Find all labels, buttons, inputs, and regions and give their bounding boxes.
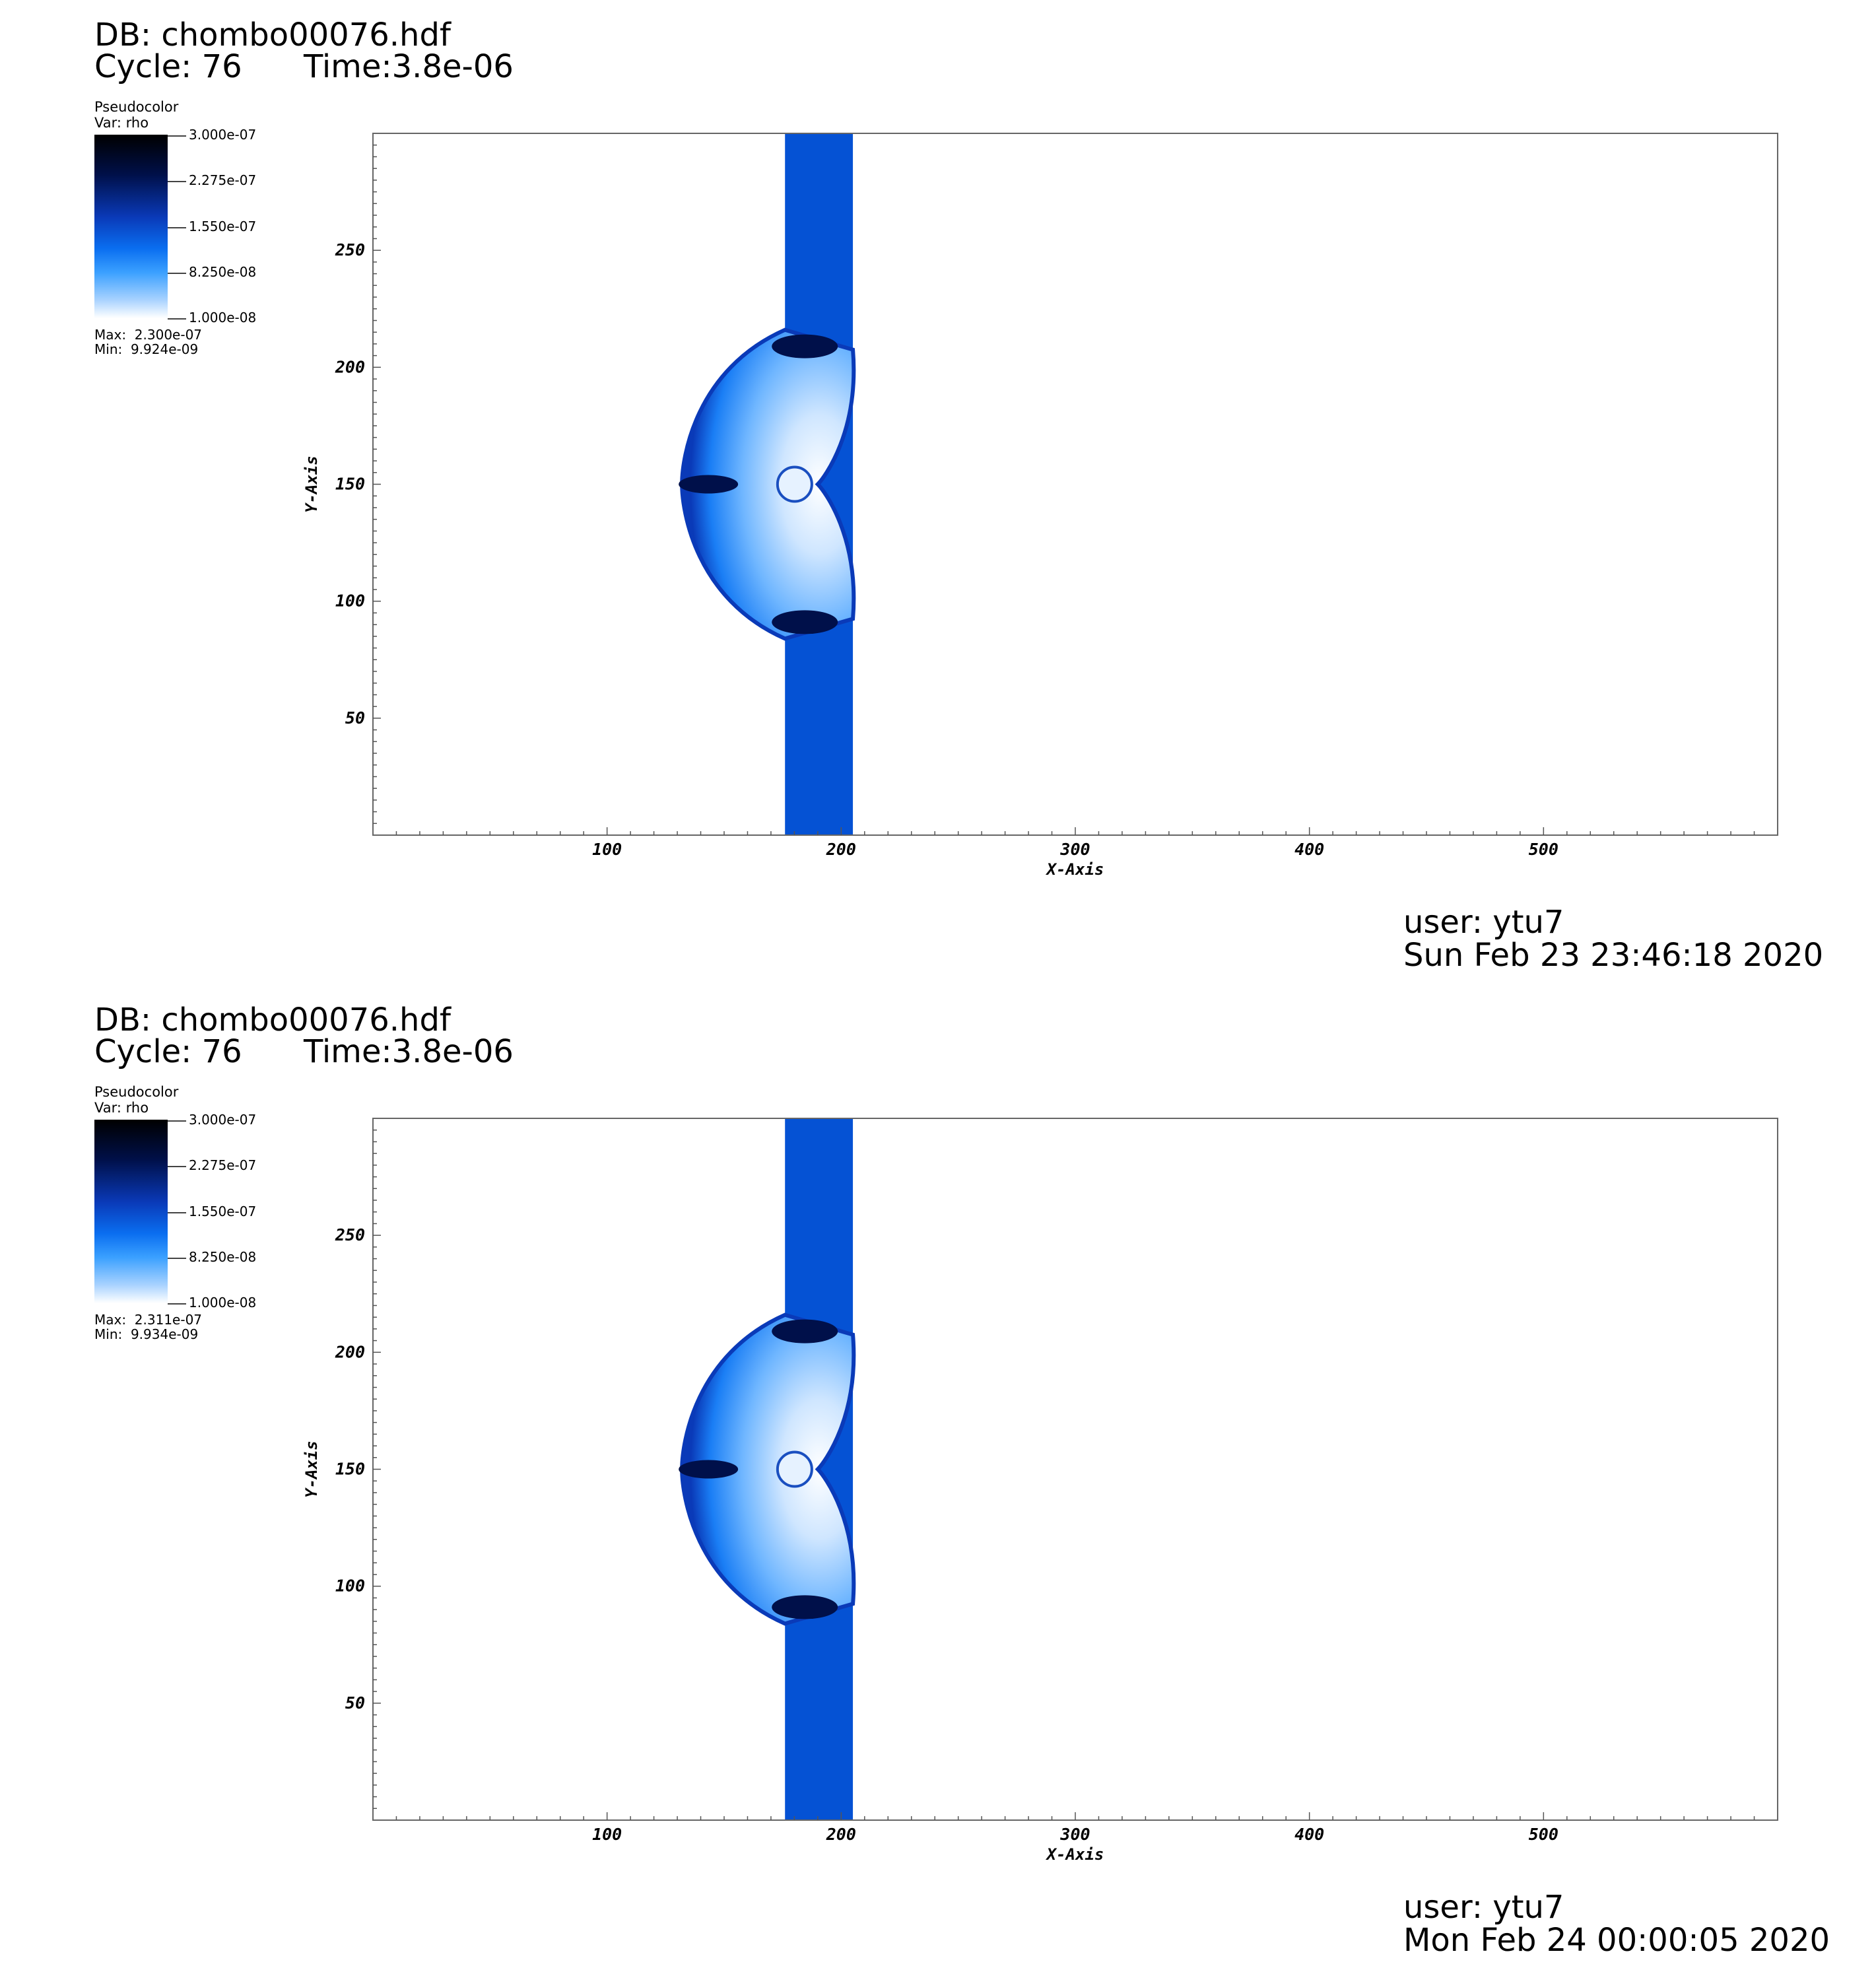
colorbar-tick: 8.250e-08	[168, 265, 256, 279]
dense-lobe	[772, 334, 838, 358]
colorbar-tick: 1.550e-07	[168, 1204, 256, 1219]
cycle-label: Cycle: 76	[94, 48, 242, 85]
legend-plot-type: Pseudocolor	[94, 99, 179, 115]
time-label: Time:3.8e-06	[304, 1033, 514, 1070]
plot-background	[373, 1118, 1778, 1820]
y-tick-label: 50	[345, 708, 365, 728]
colorbar-tick: 1.000e-08	[168, 1295, 256, 1310]
plot-area: 100 200 300 400 500 50 100 150 200 250 X-Axis Y-Axi…	[302, 1118, 1778, 1864]
legend-max: Max: 2.311e-07	[94, 1312, 203, 1328]
y-tick-label: 100	[335, 1577, 365, 1596]
colorbar-tick: 8.250e-08	[168, 1250, 256, 1264]
y-tick-label: 150	[335, 475, 365, 494]
vortex-core	[776, 1450, 813, 1488]
colorbar-tick: 2.275e-07	[168, 173, 256, 187]
x-tick-label: 300	[1059, 1825, 1090, 1844]
y-tick-label: 150	[335, 1460, 365, 1479]
x-tick-label: 100	[592, 1825, 622, 1844]
x-tick-label: 300	[1059, 840, 1090, 859]
y-tick-label: 200	[335, 357, 365, 376]
legend-var: Var: rho	[94, 1100, 149, 1116]
legend-plot-type: Pseudocolor	[94, 1084, 179, 1100]
date-label: Sun Feb 23 23:46:18 2020	[1403, 937, 1824, 974]
time-label: Time:3.8e-06	[304, 48, 514, 85]
legend-max: Max: 2.300e-07	[94, 327, 203, 343]
colorbar-tick: 2.275e-07	[168, 1158, 256, 1172]
shock-bubble	[680, 327, 856, 641]
dense-core	[679, 475, 739, 494]
x-tick-label: 100	[592, 840, 622, 859]
plot-area: 100 200 300 400 500 50 100 150 200 250 X-Axis Y-Axi…	[302, 133, 1778, 879]
colorbar-tick: 1.550e-07	[168, 219, 256, 234]
cycle-label: Cycle: 76	[94, 1033, 242, 1070]
legend-var: Var: rho	[94, 115, 149, 131]
x-axis-label: X-Axis	[1046, 860, 1104, 879]
dense-core	[679, 1460, 739, 1479]
legend-min: Min: 9.934e-09	[94, 1326, 199, 1342]
y-axis-label: Y-Axis	[302, 456, 321, 513]
vortex-core	[776, 465, 813, 503]
colorbar	[94, 1120, 168, 1303]
colorbar-tick: 3.000e-07	[168, 1112, 256, 1127]
x-tick-label: 400	[1294, 840, 1324, 859]
user-label: user: ytu7	[1403, 1889, 1564, 1926]
user-label: user: ytu7	[1403, 904, 1564, 941]
y-axis-label: Y-Axis	[302, 1441, 321, 1498]
db-label: DB: chombo00076.hdf	[94, 1002, 451, 1038]
y-tick-label: 200	[335, 1342, 365, 1361]
db-label: DB: chombo00076.hdf	[94, 17, 451, 53]
plot-panel-1: DB: chombo00076.hdf Cycle: 76 Time:3.8e-…	[0, 0, 1876, 985]
shock-bubble	[680, 1312, 856, 1626]
x-tick-label: 500	[1529, 840, 1558, 859]
y-tick-label: 250	[335, 240, 365, 259]
x-tick-label: 500	[1529, 1825, 1558, 1844]
dense-lobe	[772, 1595, 838, 1619]
x-axis-label: X-Axis	[1046, 1845, 1104, 1864]
x-tick-label: 200	[826, 840, 856, 859]
colorbar-tick: 3.000e-07	[168, 127, 256, 142]
legend-min: Min: 9.924e-09	[94, 341, 199, 357]
y-tick-label: 250	[335, 1225, 365, 1244]
x-tick-label: 200	[826, 1825, 856, 1844]
y-tick-label: 50	[345, 1693, 365, 1713]
plot-background	[373, 133, 1778, 835]
dense-lobe	[772, 610, 838, 634]
colorbar-tick: 1.000e-08	[168, 310, 256, 325]
colorbar	[94, 135, 168, 318]
dense-lobe	[772, 1319, 838, 1343]
y-tick-label: 100	[335, 592, 365, 611]
plot-panel-2: DB: chombo00076.hdf Cycle: 76 Time:3.8e-…	[0, 985, 1876, 1970]
date-label: Mon Feb 24 00:00:05 2020	[1403, 1922, 1830, 1959]
x-tick-label: 400	[1294, 1825, 1324, 1844]
